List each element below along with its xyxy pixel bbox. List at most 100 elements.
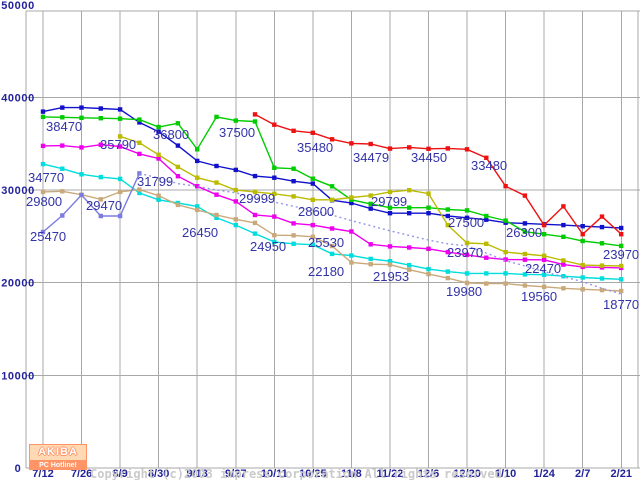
data-point-marker bbox=[233, 199, 238, 204]
data-point-marker bbox=[60, 105, 65, 110]
data-point-marker bbox=[561, 234, 566, 239]
data-point-marker bbox=[387, 205, 393, 210]
data-point-marker bbox=[349, 200, 354, 206]
data-point-marker bbox=[503, 271, 508, 276]
data-point-marker bbox=[329, 243, 335, 249]
data-point-marker bbox=[349, 195, 354, 200]
data-point-marker bbox=[349, 141, 354, 146]
data-point-marker bbox=[60, 143, 65, 148]
data-point-marker bbox=[272, 165, 277, 170]
data-point-marker bbox=[252, 231, 258, 236]
data-label: 34770 bbox=[28, 170, 64, 185]
data-point-marker bbox=[117, 144, 123, 149]
akiba-logo: AKIBA PC Hotline! bbox=[29, 444, 87, 470]
data-point-marker bbox=[214, 114, 219, 120]
data-point-marker bbox=[522, 257, 528, 262]
data-point-marker bbox=[407, 188, 412, 193]
data-point-marker bbox=[272, 239, 277, 245]
series-markers-navy bbox=[40, 105, 624, 231]
data-point-marker bbox=[233, 118, 238, 123]
data-point-marker bbox=[252, 112, 258, 117]
data-point-marker bbox=[619, 243, 624, 249]
data-point-marker bbox=[156, 152, 161, 157]
data-point-marker bbox=[368, 262, 373, 267]
data-point-marker bbox=[137, 117, 142, 122]
data-point-marker bbox=[214, 192, 219, 197]
data-point-marker bbox=[195, 207, 200, 213]
data-point-marker bbox=[407, 262, 412, 268]
data-point-marker bbox=[599, 214, 605, 219]
data-point-marker bbox=[580, 238, 585, 244]
data-point-marker bbox=[137, 190, 142, 196]
data-point-marker bbox=[195, 147, 200, 152]
data-point-marker bbox=[599, 287, 605, 293]
data-point-marker bbox=[387, 146, 393, 151]
data-point-marker bbox=[503, 257, 508, 262]
data-point-marker bbox=[195, 184, 200, 189]
y-tick-label: 0 bbox=[15, 463, 22, 475]
data-point-marker bbox=[329, 251, 335, 257]
data-point-marker bbox=[445, 146, 450, 151]
data-point-marker bbox=[464, 215, 470, 220]
data-point-marker bbox=[522, 272, 528, 277]
data-point-marker bbox=[117, 116, 123, 121]
data-point-marker bbox=[98, 106, 103, 111]
data-point-marker bbox=[445, 269, 450, 274]
data-point-marker bbox=[40, 114, 46, 120]
akiba-logo-title: AKIBA bbox=[29, 444, 87, 461]
data-point-marker bbox=[503, 184, 508, 189]
data-point-marker bbox=[40, 229, 46, 235]
data-point-marker bbox=[291, 128, 296, 133]
data-point-marker bbox=[310, 197, 315, 202]
series-markers-green bbox=[40, 114, 624, 249]
data-point-marker bbox=[464, 147, 470, 152]
data-label: 29800 bbox=[26, 194, 62, 209]
copyright-line-1: Copyright (c)2003 impress corporation Al… bbox=[90, 467, 510, 480]
data-point-marker bbox=[79, 192, 84, 198]
data-point-marker bbox=[156, 129, 161, 134]
data-point-marker bbox=[580, 224, 585, 229]
x-axis-labels: 7/12 7/26 8/9 8/30 9/13 9/27 10/11 10/25 11/8 11/… bbox=[32, 468, 632, 480]
data-point-marker bbox=[541, 257, 547, 262]
data-point-marker bbox=[445, 222, 450, 228]
data-point-marker bbox=[484, 213, 489, 219]
data-point-marker bbox=[310, 176, 315, 181]
data-label: 29470 bbox=[86, 198, 122, 213]
data-point-marker bbox=[60, 166, 65, 171]
y-tick-label: 10000 bbox=[1, 370, 35, 382]
data-point-marker bbox=[407, 267, 412, 272]
data-point-marker bbox=[484, 281, 489, 286]
x-tick-label: 8/9 bbox=[112, 468, 127, 480]
data-point-marker bbox=[40, 161, 46, 167]
data-point-marker bbox=[79, 145, 84, 150]
data-point-marker bbox=[291, 221, 296, 226]
data-point-marker bbox=[522, 221, 528, 226]
data-point-marker bbox=[233, 222, 238, 228]
data-point-marker bbox=[541, 284, 547, 289]
data-point-marker bbox=[252, 173, 258, 179]
data-point-marker bbox=[175, 202, 181, 208]
data-point-marker bbox=[252, 220, 258, 226]
data-point-marker bbox=[561, 286, 566, 291]
data-point-marker bbox=[464, 240, 470, 246]
data-label: 25530 bbox=[308, 235, 344, 250]
data-point-marker bbox=[117, 176, 123, 182]
data-label: 35790 bbox=[100, 137, 136, 152]
data-point-marker bbox=[484, 255, 489, 260]
data-point-marker bbox=[464, 208, 470, 213]
data-point-marker bbox=[426, 211, 431, 216]
x-tick-label: 10/25 bbox=[299, 468, 327, 480]
data-point-marker bbox=[561, 262, 566, 267]
data-point-marker bbox=[291, 179, 296, 184]
data-point-marker bbox=[368, 256, 373, 262]
data-point-marker bbox=[310, 222, 315, 228]
data-point-marker bbox=[349, 197, 354, 202]
data-point-marker bbox=[98, 174, 103, 180]
data-point-marker bbox=[426, 246, 431, 251]
data-point-marker bbox=[580, 232, 585, 237]
x-tick-label: 1/10 bbox=[495, 468, 516, 480]
series-markers-cyan bbox=[40, 161, 624, 282]
data-point-marker bbox=[541, 222, 547, 228]
data-point-marker bbox=[175, 143, 181, 148]
